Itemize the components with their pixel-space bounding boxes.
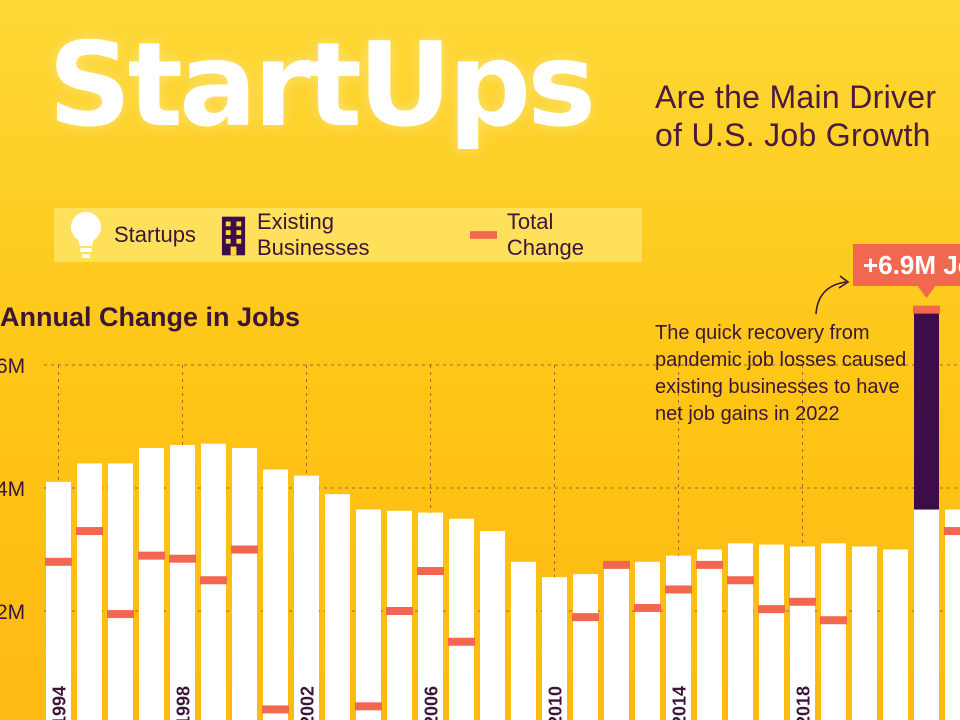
bar-startups bbox=[697, 549, 722, 720]
page-title: StartUps bbox=[48, 18, 596, 153]
bar-startups bbox=[108, 463, 133, 720]
total-change-marker bbox=[727, 576, 754, 585]
total-change-marker bbox=[913, 305, 940, 314]
legend-item-startups: Startups bbox=[68, 210, 196, 260]
x-tick-label: 2010 bbox=[546, 686, 566, 720]
total-change-marker bbox=[696, 560, 723, 569]
bar-startups bbox=[387, 510, 412, 720]
legend-label-total-change: Total Change bbox=[506, 209, 584, 260]
bar-startups bbox=[325, 494, 350, 720]
callout-text: The quick recovery from pandemic job los… bbox=[655, 322, 907, 425]
total-change-marker bbox=[944, 527, 960, 536]
total-change-marker bbox=[820, 616, 847, 625]
total-change-marker bbox=[138, 551, 165, 560]
chart-legend: Startups Existing Businesses Total Chang… bbox=[54, 208, 642, 262]
subtitle-line-1: Are the Main Driver bbox=[655, 79, 937, 115]
bar-startups bbox=[852, 546, 877, 720]
bar-startups bbox=[821, 543, 846, 720]
legend-item-total-change: Total Change bbox=[469, 209, 632, 261]
bar-startups bbox=[573, 574, 598, 720]
legend-label-existing-businesses: Existing Businesses bbox=[256, 209, 370, 260]
total-change-marker bbox=[107, 610, 134, 619]
total-change-marker bbox=[200, 576, 227, 585]
page-subtitle: Are the Main Driver of U.S. Job Growth bbox=[655, 78, 936, 154]
total-change-marker bbox=[76, 527, 103, 536]
y-tick-label: 6M bbox=[0, 355, 25, 378]
total-change-marker bbox=[572, 613, 599, 622]
bar-startups bbox=[790, 546, 815, 720]
bar-startups bbox=[883, 549, 908, 720]
callout-pointer bbox=[917, 286, 936, 298]
y-tick-label: 2M bbox=[0, 601, 25, 624]
bar-startups bbox=[914, 509, 939, 720]
legend-label-startups: Startups bbox=[114, 222, 196, 247]
bar-startups bbox=[139, 448, 164, 720]
bar-startups bbox=[232, 448, 257, 720]
subtitle-line-2: of U.S. Job Growth bbox=[655, 117, 931, 153]
total-change-marker bbox=[386, 607, 413, 615]
x-tick-label: 1998 bbox=[174, 686, 194, 720]
total-change-marker bbox=[789, 597, 816, 606]
bar-startups bbox=[759, 544, 784, 720]
legend-item-existing-businesses: Existing Businesses bbox=[220, 209, 446, 261]
bar-existing bbox=[914, 306, 939, 510]
bar-startups bbox=[170, 444, 195, 720]
bar-startups bbox=[542, 577, 567, 720]
callout-arrow bbox=[815, 281, 847, 315]
bar-startups bbox=[480, 531, 505, 720]
bar-startups bbox=[263, 469, 288, 720]
total-change-marker bbox=[231, 545, 258, 554]
bar-startups bbox=[294, 475, 319, 720]
bar-startups bbox=[635, 561, 660, 720]
total-change-marker bbox=[45, 557, 72, 566]
bar-startups bbox=[728, 543, 753, 720]
x-tick-label: 2006 bbox=[422, 686, 442, 720]
total-change-marker bbox=[603, 560, 630, 569]
y-tick-label: 4M bbox=[0, 478, 25, 501]
bar-startups bbox=[46, 481, 71, 720]
total-change-marker bbox=[417, 567, 444, 576]
total-change-marker bbox=[448, 637, 475, 646]
bar-startups bbox=[77, 463, 102, 720]
bar-startups bbox=[418, 512, 443, 720]
bar-startups bbox=[945, 509, 960, 720]
total-change-marker bbox=[634, 603, 661, 612]
callout-arrowhead bbox=[838, 275, 850, 289]
total-change-marker bbox=[169, 554, 196, 563]
bar-startups bbox=[356, 509, 381, 720]
building-icon bbox=[221, 216, 246, 256]
x-tick-label: 2002 bbox=[298, 686, 318, 720]
total-change-marker bbox=[665, 585, 692, 594]
lightbulb-icon bbox=[71, 212, 101, 258]
x-tick-label: 2018 bbox=[794, 686, 814, 720]
total-change-marker bbox=[758, 605, 785, 614]
chart-title: Annual Change in Jobs bbox=[0, 302, 301, 332]
bar-startups bbox=[511, 561, 536, 720]
total-change-marker bbox=[262, 705, 289, 714]
bar-startups bbox=[666, 555, 691, 720]
dash-icon bbox=[469, 231, 497, 239]
bar-startups bbox=[604, 561, 629, 720]
x-tick-label: 2014 bbox=[670, 686, 690, 720]
callout-badge: +6.9M Jobs bbox=[853, 244, 960, 286]
x-tick-label: 1994 bbox=[50, 686, 70, 720]
total-change-marker bbox=[355, 702, 382, 711]
bar-startups bbox=[449, 518, 474, 720]
